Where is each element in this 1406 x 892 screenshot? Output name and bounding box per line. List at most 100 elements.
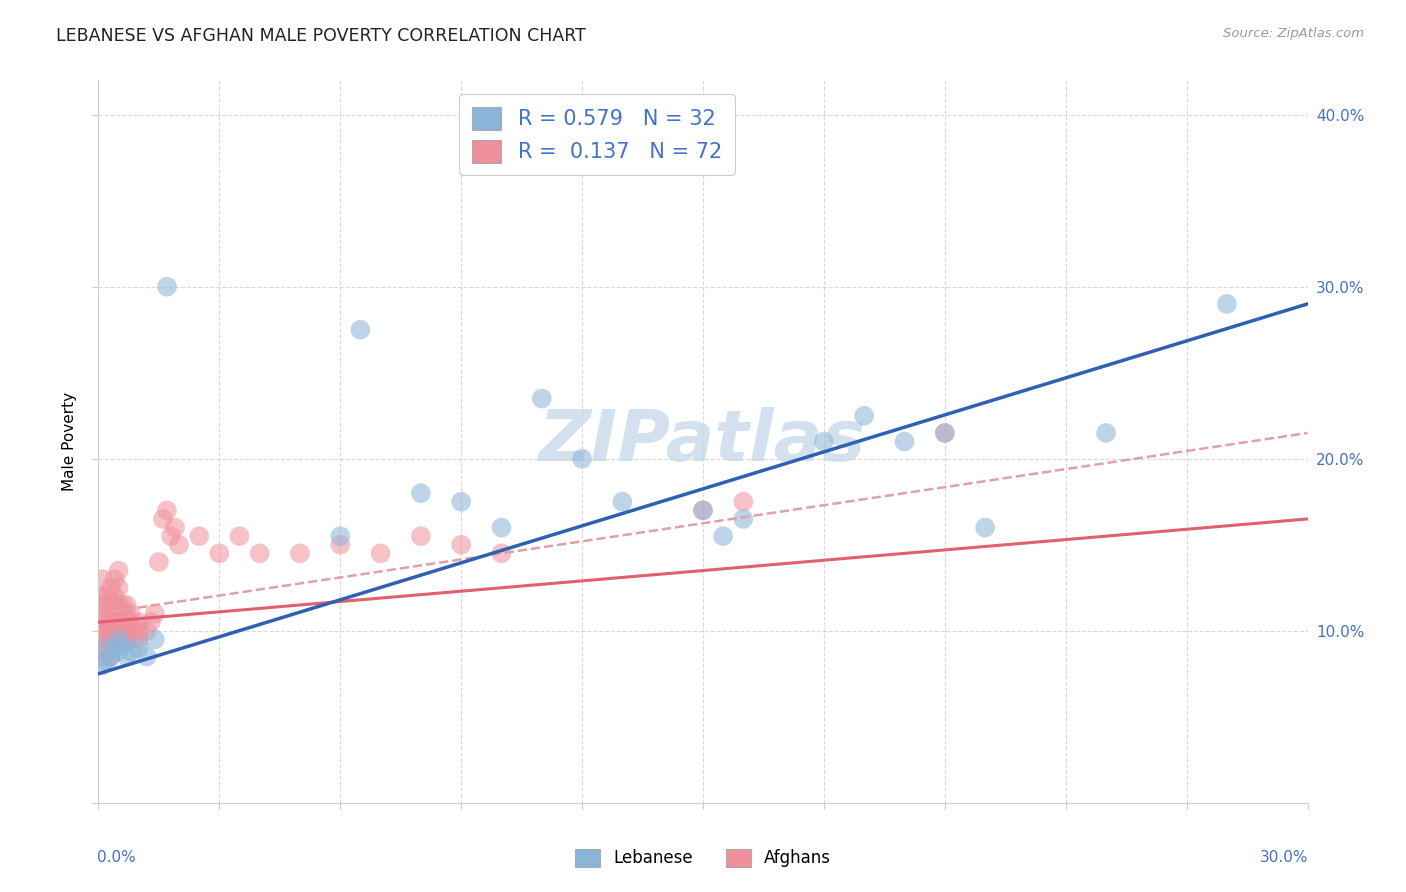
Point (115, 607, 138, 621)
Point (107, 632, 129, 647)
Point (96, 590, 118, 604)
Text: LEBANESE VS AFGHAN MALE POVERTY CORRELATION CHART: LEBANESE VS AFGHAN MALE POVERTY CORRELAT… (56, 27, 586, 45)
Point (228, 529, 250, 543)
Point (91, 632, 114, 647)
Point (96, 655, 118, 669)
Point (128, 632, 150, 647)
Point (111, 615, 134, 630)
Point (143, 632, 166, 647)
Point (111, 638, 134, 652)
Point (156, 503, 179, 517)
Point (120, 615, 142, 630)
Point (128, 615, 150, 630)
Point (711, 529, 734, 543)
Point (111, 598, 134, 612)
Point (124, 624, 146, 638)
Point (692, 503, 714, 517)
Point (128, 624, 150, 638)
Point (813, 434, 835, 449)
Point (491, 520, 513, 534)
Point (100, 581, 122, 595)
Point (96, 632, 118, 647)
Point (139, 615, 162, 630)
Point (103, 590, 125, 604)
Point (103, 572, 125, 586)
Point (100, 649, 122, 664)
Point (612, 494, 634, 508)
Point (96, 615, 118, 630)
Point (329, 529, 352, 543)
Point (571, 451, 593, 466)
Point (107, 564, 129, 578)
Legend: Lebanese, Afghans: Lebanese, Afghans (568, 842, 838, 874)
Point (100, 615, 122, 630)
Point (370, 546, 392, 560)
Point (120, 644, 142, 658)
Point (91, 607, 114, 621)
Point (249, 546, 271, 560)
Point (1095, 425, 1118, 440)
Point (100, 607, 122, 621)
Point (143, 607, 166, 621)
Point (853, 409, 876, 423)
Point (103, 640, 125, 655)
Text: 0.0%: 0.0% (97, 850, 136, 864)
Text: 30.0%: 30.0% (1260, 850, 1309, 864)
Point (107, 607, 129, 621)
Point (107, 644, 129, 658)
Point (107, 624, 129, 638)
Point (115, 649, 138, 664)
Point (135, 649, 157, 664)
Point (96, 624, 118, 638)
Point (107, 615, 129, 630)
Point (91, 598, 114, 612)
Point (107, 632, 129, 647)
Point (100, 649, 122, 664)
Point (530, 392, 553, 406)
Point (893, 434, 915, 449)
Text: Source: ZipAtlas.com: Source: ZipAtlas.com (1223, 27, 1364, 40)
Point (91, 572, 114, 586)
Point (103, 632, 125, 647)
Point (934, 425, 956, 440)
Point (107, 598, 129, 612)
Point (91, 624, 114, 638)
Point (288, 546, 311, 560)
Point (107, 581, 129, 595)
Point (934, 425, 956, 440)
Point (135, 624, 157, 638)
Point (450, 538, 472, 552)
Point (167, 538, 190, 552)
Point (91, 640, 114, 655)
Point (115, 624, 138, 638)
Point (103, 598, 125, 612)
Point (148, 555, 170, 569)
Point (91, 615, 114, 630)
Point (163, 520, 186, 534)
Point (120, 607, 142, 621)
Point (91, 658, 114, 673)
Point (188, 529, 211, 543)
Point (128, 640, 150, 655)
Point (329, 538, 352, 552)
Point (111, 607, 134, 621)
Point (974, 520, 997, 534)
Point (208, 546, 231, 560)
Point (103, 624, 125, 638)
Point (450, 494, 472, 508)
Point (124, 632, 146, 647)
Point (733, 494, 755, 508)
Text: ZIPatlas: ZIPatlas (540, 407, 866, 476)
Point (156, 279, 179, 293)
Point (491, 546, 513, 560)
Point (160, 529, 183, 543)
Point (409, 486, 432, 500)
Point (409, 529, 432, 543)
Point (96, 598, 118, 612)
Point (100, 632, 122, 647)
Point (111, 624, 134, 638)
Point (91, 590, 114, 604)
Point (120, 624, 142, 638)
Point (100, 624, 122, 638)
Point (103, 607, 125, 621)
